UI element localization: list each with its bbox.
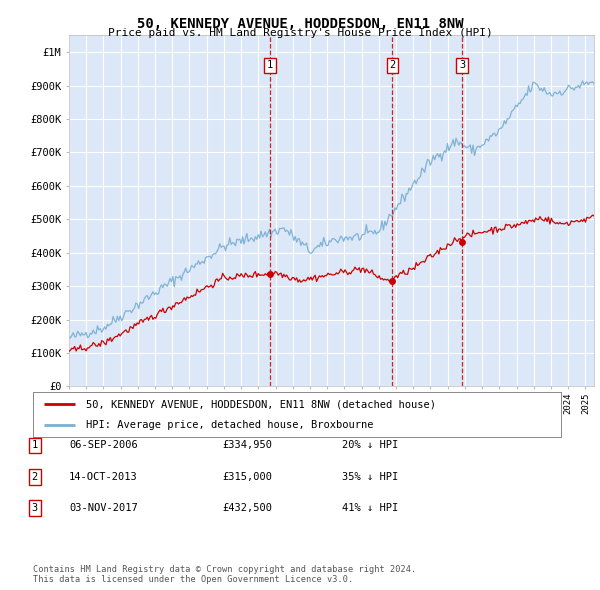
Text: 41% ↓ HPI: 41% ↓ HPI (342, 503, 398, 513)
Text: 03-NOV-2017: 03-NOV-2017 (69, 503, 138, 513)
Text: 35% ↓ HPI: 35% ↓ HPI (342, 472, 398, 481)
Text: 1: 1 (267, 61, 273, 70)
Text: £315,000: £315,000 (222, 472, 272, 481)
Text: £432,500: £432,500 (222, 503, 272, 513)
Text: 3: 3 (32, 503, 38, 513)
Text: HPI: Average price, detached house, Broxbourne: HPI: Average price, detached house, Brox… (86, 419, 373, 430)
Text: 14-OCT-2013: 14-OCT-2013 (69, 472, 138, 481)
Text: 06-SEP-2006: 06-SEP-2006 (69, 441, 138, 450)
Text: Price paid vs. HM Land Registry's House Price Index (HPI): Price paid vs. HM Land Registry's House … (107, 28, 493, 38)
Text: 50, KENNEDY AVENUE, HODDESDON, EN11 8NW (detached house): 50, KENNEDY AVENUE, HODDESDON, EN11 8NW … (86, 399, 436, 409)
Text: 2: 2 (32, 472, 38, 481)
Text: 2: 2 (389, 61, 395, 70)
Text: £334,950: £334,950 (222, 441, 272, 450)
Text: 3: 3 (459, 61, 465, 70)
Text: 1: 1 (32, 441, 38, 450)
Text: Contains HM Land Registry data © Crown copyright and database right 2024.
This d: Contains HM Land Registry data © Crown c… (33, 565, 416, 584)
Text: 20% ↓ HPI: 20% ↓ HPI (342, 441, 398, 450)
Text: 50, KENNEDY AVENUE, HODDESDON, EN11 8NW: 50, KENNEDY AVENUE, HODDESDON, EN11 8NW (137, 17, 463, 31)
